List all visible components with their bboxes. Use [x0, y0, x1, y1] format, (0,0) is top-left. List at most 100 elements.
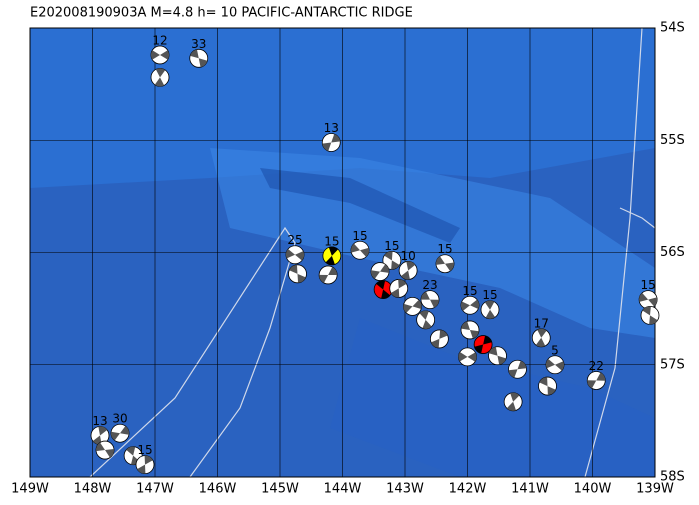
compression-quadrant: [517, 360, 527, 370]
compression-quadrant: [467, 352, 477, 362]
compression-quadrant: [445, 262, 454, 272]
depth-label: 15: [640, 278, 655, 292]
compression-quadrant: [98, 426, 108, 436]
focal-mechanism: [480, 300, 500, 320]
focal-mechanism: [110, 423, 130, 443]
focal-mechanism: [531, 328, 551, 348]
depth-label: 13: [324, 121, 339, 135]
compression-quadrant: [470, 299, 479, 309]
compression-quadrant: [380, 264, 389, 273]
focal-mechanism: [429, 329, 449, 349]
compression-quadrant: [649, 315, 658, 325]
depth-label: 17: [534, 316, 549, 330]
focal-mechanism: [538, 376, 557, 396]
compression-quadrant: [406, 261, 416, 271]
focal-mechanism: [458, 347, 477, 367]
compression-quadrant: [403, 303, 413, 313]
compression-quadrant: [151, 50, 160, 60]
depth-label: 15: [137, 443, 152, 457]
compression-quadrant: [105, 449, 114, 458]
lat-label: 58S: [660, 470, 685, 485]
compression-quadrant: [384, 251, 393, 261]
depth-label: 15: [384, 239, 399, 253]
compression-quadrant: [537, 328, 547, 338]
depth-label: 5: [551, 343, 559, 357]
focal-mechanism: [135, 455, 155, 475]
compression-quadrant: [506, 401, 516, 411]
focal-mechanism: [189, 48, 209, 68]
compression-quadrant: [381, 289, 391, 299]
lon-label: 143W: [386, 482, 424, 497]
focal-mechanism: [95, 440, 115, 460]
focal-mechanism: [321, 133, 341, 152]
compression-quadrant: [547, 386, 556, 396]
lon-label: 146W: [199, 482, 237, 497]
compression-quadrant: [430, 299, 439, 308]
compression-quadrant: [137, 464, 146, 474]
plate-boundary: [619, 207, 655, 229]
compression-quadrant: [439, 329, 448, 339]
compression-quadrant: [160, 50, 169, 60]
compression-quadrant: [458, 352, 468, 362]
compression-quadrant: [351, 243, 360, 253]
compression-quadrant: [461, 301, 470, 311]
depth-label: 25: [287, 233, 302, 247]
focal-mechanism: [586, 371, 606, 390]
depth-label: 15: [352, 229, 367, 243]
lat-label: 57S: [660, 357, 685, 372]
compression-quadrant: [328, 246, 339, 256]
focal-mechanism: [545, 355, 565, 375]
compression-quadrant: [391, 260, 400, 270]
lon-label: 148W: [74, 482, 112, 497]
compression-quadrant: [508, 369, 518, 378]
plate-boundary: [89, 226, 296, 477]
compression-quadrant: [401, 270, 410, 280]
plate-boundary: [584, 28, 643, 477]
focal-mechanism: [382, 250, 402, 270]
focal-mechanism: [403, 296, 422, 316]
lon-label: 142W: [449, 482, 487, 497]
focal-mechanism: [508, 359, 527, 379]
compression-quadrant: [510, 392, 520, 402]
compression-quadrant: [190, 49, 199, 59]
focal-mechanism: [318, 265, 338, 285]
compression-quadrant: [421, 291, 430, 300]
focal-mechanism: [488, 346, 507, 366]
compression-quadrant: [546, 358, 555, 369]
compression-quadrant: [297, 273, 306, 283]
focal-mechanism: [460, 320, 480, 340]
compression-quadrant: [535, 337, 546, 347]
depth-label: 12: [152, 33, 167, 47]
lat-label: 56S: [660, 245, 685, 260]
compression-quadrant: [120, 425, 129, 435]
focal-mechanism: [435, 254, 455, 274]
compression-quadrant: [639, 292, 649, 302]
focal-mechanism: [473, 335, 493, 354]
compression-quadrant: [485, 309, 496, 319]
compression-quadrant: [286, 249, 295, 259]
depth-label: 13: [92, 414, 107, 428]
compression-quadrant: [198, 58, 208, 68]
compression-quadrant: [398, 279, 407, 289]
compression-quadrant: [92, 435, 102, 445]
compression-quadrant: [419, 310, 429, 320]
compression-quadrant: [144, 455, 153, 465]
focal-mechanism: [389, 279, 409, 298]
compression-quadrant: [483, 335, 492, 345]
compression-quadrant: [96, 442, 105, 452]
focal-mechanism: [398, 261, 418, 280]
depth-label: 22: [589, 359, 604, 373]
compression-quadrant: [474, 344, 484, 354]
focal-mechanism: [638, 290, 658, 310]
compression-quadrant: [376, 280, 386, 290]
compression-quadrant: [126, 446, 136, 456]
compression-quadrant: [431, 338, 440, 348]
focal-mechanism: [640, 305, 660, 325]
depth-label: 30: [112, 412, 127, 426]
compression-quadrant: [488, 346, 498, 356]
focal-mechanism: [416, 310, 436, 330]
depth-label: 23: [422, 278, 437, 292]
lat-label: 54S: [660, 21, 685, 36]
compression-quadrant: [539, 377, 548, 387]
focal-mechanism: [90, 426, 110, 445]
